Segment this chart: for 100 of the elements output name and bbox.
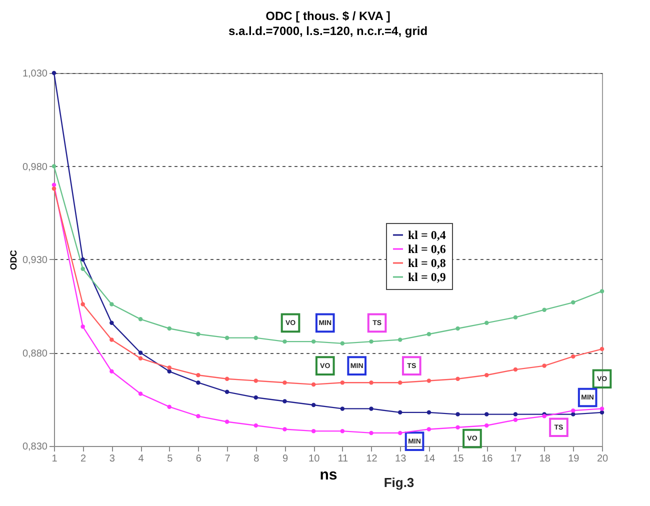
point — [254, 423, 258, 428]
point — [456, 425, 460, 430]
point — [311, 382, 316, 387]
point — [167, 366, 172, 370]
point — [484, 320, 489, 326]
point — [513, 315, 518, 320]
point — [600, 346, 604, 352]
point — [138, 317, 143, 322]
point — [80, 257, 85, 262]
point — [513, 418, 518, 422]
point — [456, 326, 460, 331]
point — [110, 320, 114, 326]
x-tick-label: 10 — [308, 454, 320, 464]
point — [369, 380, 374, 385]
point — [167, 404, 172, 409]
x-tick-label: 14 — [424, 454, 436, 464]
x-tick-label: 9 — [282, 454, 288, 464]
point — [571, 412, 576, 416]
point — [80, 266, 85, 271]
point — [513, 412, 518, 416]
point — [224, 390, 230, 394]
point — [340, 428, 345, 434]
point — [571, 408, 576, 413]
point — [571, 300, 576, 305]
point — [282, 427, 287, 432]
point — [426, 332, 432, 336]
x-tick-label: 2 — [80, 454, 87, 464]
point — [196, 380, 200, 385]
point — [254, 378, 258, 383]
point — [167, 369, 172, 374]
y-tick-label: 0,830 — [22, 442, 48, 452]
x-tick-label: 15 — [452, 454, 464, 464]
point — [398, 430, 402, 436]
point — [282, 399, 287, 404]
point — [600, 289, 604, 294]
point — [340, 341, 345, 346]
point — [167, 326, 172, 331]
x-tick-label: 13 — [395, 454, 407, 464]
point — [369, 339, 374, 344]
chart-subtitle: s.a.l.d.=7000, l.s.=120, n.c.r.=4, grid — [228, 24, 428, 38]
legend-label: kl = 0,6 — [408, 242, 446, 256]
point — [138, 356, 143, 360]
y-tick-label: 0,980 — [22, 162, 48, 173]
point — [224, 376, 230, 381]
point — [282, 380, 287, 385]
point — [340, 380, 345, 385]
point — [224, 336, 230, 340]
x-tick-label: 5 — [167, 454, 174, 464]
point — [138, 350, 143, 355]
y-axis-title: ODC — [8, 250, 18, 270]
point — [52, 164, 56, 168]
point — [254, 336, 258, 340]
point — [398, 338, 402, 342]
point — [311, 339, 316, 344]
y-tick-label: 0,880 — [22, 348, 48, 360]
point — [110, 369, 114, 374]
caption: Fig.3 — [384, 475, 414, 490]
point — [484, 373, 489, 378]
point — [196, 414, 200, 418]
x-tick-label: 18 — [539, 454, 551, 464]
point — [196, 332, 200, 336]
point — [369, 406, 374, 411]
legend-label: kl = 0,4 — [408, 228, 446, 242]
point — [484, 412, 489, 416]
point — [311, 402, 316, 408]
point — [426, 410, 432, 415]
legend-label: kl = 0,8 — [408, 256, 446, 270]
point — [52, 186, 56, 191]
point — [138, 392, 143, 396]
x-tick-label: 17 — [510, 454, 522, 464]
point — [398, 380, 402, 385]
point — [224, 420, 230, 424]
point — [542, 364, 546, 368]
x-tick-label: 20 — [596, 454, 608, 464]
point — [80, 324, 85, 329]
legend-label: kl = 0,9 — [408, 270, 446, 284]
x-axis-title: ns — [320, 466, 338, 484]
y-tick-label: 1,030 — [22, 68, 48, 80]
point — [571, 354, 576, 359]
point — [426, 378, 432, 383]
chart-title: ODC [ thous. $ / KVA ] — [266, 9, 390, 23]
point — [426, 427, 432, 432]
y-tick-label: 0,930 — [22, 255, 48, 266]
point — [600, 406, 604, 411]
point — [484, 423, 489, 428]
x-tick-label: 12 — [366, 454, 378, 464]
point — [311, 428, 316, 434]
point — [80, 302, 85, 306]
point — [52, 70, 56, 76]
x-tick-label: 19 — [568, 454, 580, 464]
point — [456, 376, 460, 381]
x-tick-label: 11 — [338, 454, 349, 464]
x-tick-label: 4 — [138, 454, 144, 464]
point — [542, 308, 546, 312]
point — [282, 339, 287, 344]
point — [254, 395, 258, 400]
point — [456, 412, 460, 416]
point — [196, 373, 200, 378]
x-tick-label: 3 — [109, 454, 116, 464]
x-tick-label: 1 — [52, 454, 58, 464]
